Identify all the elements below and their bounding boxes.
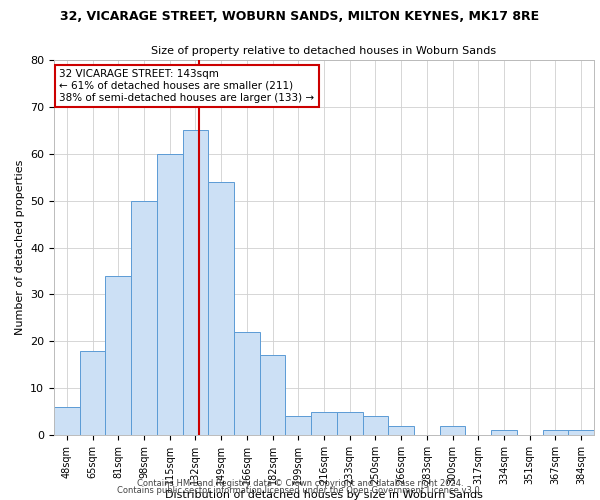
Text: 32 VICARAGE STREET: 143sqm
← 61% of detached houses are smaller (211)
38% of sem: 32 VICARAGE STREET: 143sqm ← 61% of deta… <box>59 70 314 102</box>
Bar <box>234 332 260 435</box>
Bar <box>388 426 414 435</box>
X-axis label: Distribution of detached houses by size in Woburn Sands: Distribution of detached houses by size … <box>165 490 483 500</box>
Bar <box>542 430 568 435</box>
Bar <box>260 356 286 435</box>
Text: Contains HM Land Registry data © Crown copyright and database right 2024.: Contains HM Land Registry data © Crown c… <box>137 478 463 488</box>
Bar <box>286 416 311 435</box>
Bar <box>362 416 388 435</box>
Bar <box>157 154 182 435</box>
Bar <box>208 182 234 435</box>
Bar <box>54 407 80 435</box>
Text: Contains public sector information licensed under the Open Government Licence v3: Contains public sector information licen… <box>118 486 482 495</box>
Bar <box>80 350 106 435</box>
Bar <box>568 430 594 435</box>
Bar <box>491 430 517 435</box>
Bar <box>106 276 131 435</box>
Bar <box>440 426 466 435</box>
Text: 32, VICARAGE STREET, WOBURN SANDS, MILTON KEYNES, MK17 8RE: 32, VICARAGE STREET, WOBURN SANDS, MILTO… <box>61 10 539 23</box>
Title: Size of property relative to detached houses in Woburn Sands: Size of property relative to detached ho… <box>151 46 497 56</box>
Bar <box>182 130 208 435</box>
Bar <box>131 200 157 435</box>
Bar <box>311 412 337 435</box>
Bar <box>337 412 362 435</box>
Y-axis label: Number of detached properties: Number of detached properties <box>14 160 25 335</box>
